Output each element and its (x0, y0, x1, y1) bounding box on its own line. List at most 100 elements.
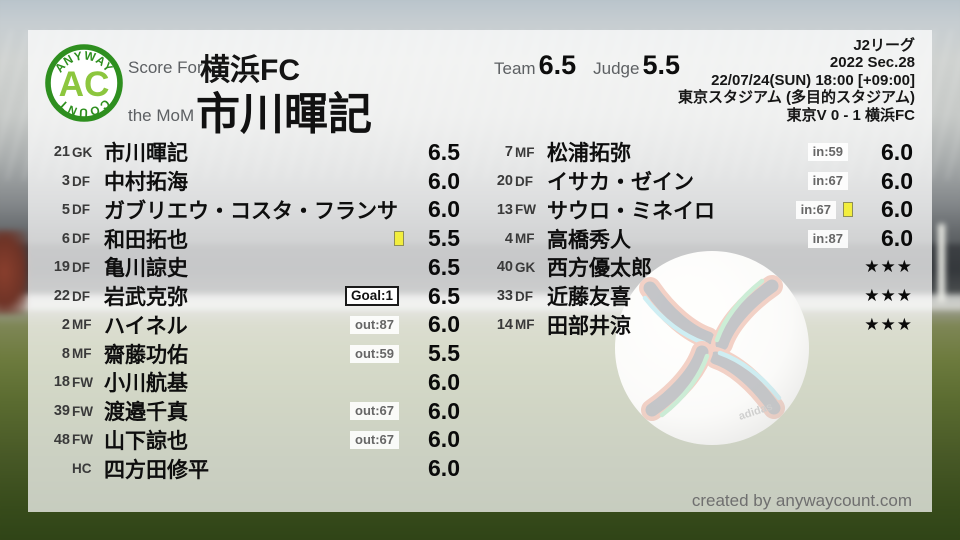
player-number: 3 (61, 173, 70, 190)
score-for-label: Score For (128, 58, 203, 77)
player-row: 4 MF 高橋秀人 in:87 6.0 (488, 224, 913, 253)
goal-post (938, 224, 945, 302)
logo-arc-bottom: COUNT (55, 96, 111, 119)
goal-badge: Goal:1 (344, 286, 399, 307)
player-name: 田部井涼 (547, 314, 631, 338)
ratings-summary: Team 6.5 Judge 5.5 (494, 50, 680, 81)
match-info: J2リーグ 2022 Sec.28 22/07/24(SUN) 18:00 [+… (678, 37, 915, 124)
player-position: MF (515, 144, 535, 160)
player-row: 5 DF ガブリエウ・コスタ・フランサ 6.0 (40, 196, 460, 225)
competition-name: J2リーグ (853, 37, 915, 54)
judge-rating-label: Judge (593, 59, 640, 78)
player-name: ハイネル (104, 314, 188, 338)
team-rating-label: Team (494, 59, 536, 78)
player-row: 39 FW 渡邉千真 out:67 6.0 (40, 397, 460, 426)
player-number: 7 (504, 144, 513, 161)
yellow-card-icon (843, 202, 853, 218)
player-name: 岩武克弥 (104, 286, 188, 310)
team-name: 横浜FC (200, 54, 300, 87)
player-number: 14 (496, 316, 513, 333)
player-score: 6.0 (428, 167, 460, 194)
player-score: 5.5 (428, 225, 460, 252)
player-position: GK (72, 144, 93, 160)
player-row: 33 DF 近藤友喜 ★★★ (488, 282, 913, 311)
player-position: GK (515, 259, 536, 275)
player-badges (394, 231, 406, 247)
player-row: 14 MF 田部井涼 ★★★ (488, 311, 913, 340)
player-badges: in:87 (807, 229, 855, 248)
player-score: 6.0 (428, 311, 460, 338)
player-number: 8 (61, 345, 70, 362)
player-position: MF (515, 231, 535, 247)
starters-list: 21 GK 市川暉記 6.5 3 DF 中村拓海 6.0 5 DF ガブリエウ・コスタ・フランサ 6.… (40, 138, 460, 483)
player-name: 近藤友喜 (547, 286, 631, 310)
player-row: 2 MF ハイネル out:87 6.0 (40, 311, 460, 340)
player-name: ガブリエウ・コスタ・フランサ (104, 199, 398, 223)
player-score: 6.0 (881, 225, 913, 252)
player-number: 19 (53, 259, 70, 276)
player-position: FW (72, 374, 93, 390)
player-number: 18 (53, 374, 70, 391)
player-position: DF (72, 259, 90, 275)
player-name: イサカ・ゼイン (547, 171, 694, 195)
player-row: 18 FW 小川航基 6.0 (40, 368, 460, 397)
player-row: 22 DF 岩武克弥 Goal:1 6.5 (40, 282, 460, 311)
player-number: 39 (53, 403, 70, 420)
player-badges: in:67 (807, 172, 855, 191)
player-row: HC 四方田修平 6.0 (40, 454, 460, 483)
player-badges: out:67 (350, 430, 406, 449)
player-position: MF (72, 317, 92, 333)
player-name: 松浦拓弥 (547, 142, 631, 166)
sub-badge: in:67 (807, 172, 848, 191)
player-number: 20 (496, 173, 513, 190)
player-number: 6 (61, 230, 70, 247)
player-row: 7 MF 松浦拓弥 in:59 6.0 (488, 138, 913, 167)
player-score: 6.0 (428, 455, 460, 482)
player-name: 西方優太郎 (547, 257, 652, 281)
player-position: DF (515, 288, 533, 304)
player-position: DF (72, 231, 90, 247)
player-number: 40 (496, 259, 513, 276)
player-number: 4 (504, 230, 513, 247)
player-position: FW (72, 403, 93, 419)
player-score: 6.0 (428, 368, 460, 395)
player-score: ★★★ (864, 257, 913, 277)
player-number: 13 (496, 201, 513, 218)
anywaycount-logo: ANYWAY COUNT AC (45, 44, 123, 122)
yellow-card-icon (394, 231, 404, 247)
sub-badge: in:67 (795, 200, 836, 219)
sub-badge: in:87 (807, 229, 848, 248)
player-score: 5.5 (428, 340, 460, 367)
player-score: 6.0 (881, 196, 913, 223)
score-card-panel: ANYWAY COUNT AC Score For 横浜FC the MoM 市… (28, 30, 932, 512)
sub-badge: out:67 (350, 430, 399, 449)
player-name: 渡邉千真 (104, 401, 188, 425)
logo-ac-text: AC (59, 65, 110, 104)
player-name: 亀川諒史 (104, 257, 188, 281)
player-row: 6 DF 和田拓也 5.5 (40, 224, 460, 253)
player-number: 22 (53, 288, 70, 305)
player-badges: out:59 (350, 344, 406, 363)
player-name: 中村拓海 (104, 171, 188, 195)
sub-badge: out:67 (350, 402, 399, 421)
mom-label: the MoM (128, 106, 195, 125)
player-badges: in:67 (795, 200, 855, 219)
player-number: 21 (53, 144, 70, 161)
player-name: 市川暉記 (104, 142, 188, 166)
player-score: 6.0 (428, 397, 460, 424)
kickoff-datetime: 22/07/24(SUN) 18:00 [+09:00] (711, 71, 915, 89)
player-number: 33 (496, 288, 513, 305)
player-score: 6.0 (881, 138, 913, 165)
player-name: 四方田修平 (104, 458, 209, 482)
sub-badge: out:87 (350, 315, 399, 334)
player-position: DF (72, 202, 90, 218)
mom-name: 市川暉記 (196, 90, 372, 139)
player-number: 48 (53, 431, 70, 448)
player-row: 3 DF 中村拓海 6.0 (40, 167, 460, 196)
player-row: 13 FW サウロ・ミネイロ in:67 6.0 (488, 196, 913, 225)
match-result: 東京V 0 - 1 横浜FC (786, 106, 915, 124)
sub-badge: out:59 (350, 344, 399, 363)
credit-text: created by anywaycount.com (691, 491, 912, 510)
player-name: 和田拓也 (104, 228, 188, 252)
player-name: 山下諒也 (104, 429, 188, 453)
